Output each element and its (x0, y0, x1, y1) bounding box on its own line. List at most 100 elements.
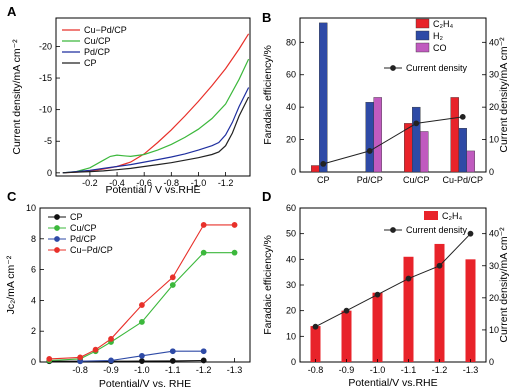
y-tick-label: 40 (286, 102, 296, 112)
current-density-point (374, 291, 381, 298)
series-point-2 (200, 348, 207, 355)
y-tick-label: 10 (26, 203, 36, 213)
y2-tick-label: 30 (489, 261, 499, 271)
legend-marker (390, 65, 396, 71)
bar (372, 292, 383, 362)
legend-marker-1 (54, 225, 60, 231)
y-tick-label: -5 (44, 136, 52, 146)
series-point-0 (139, 358, 145, 364)
y2-tick-label: 10 (489, 135, 499, 145)
y-tick-label: -10 (39, 105, 52, 115)
legend-label: C₂H₄ (442, 211, 462, 221)
x-axis-label: Potential/V vs.RHE (348, 377, 437, 389)
y-tick-label: 50 (286, 229, 296, 239)
series-point-0 (169, 358, 176, 364)
legend-label: Pd/CP (84, 47, 110, 57)
x-axis-label: Potential / V vs.RHE (105, 184, 200, 196)
panel-a: A -0.2 -0.4 -0.6 -0.8 -1.0 -1.2 0 -5 -10 -15 -20 Pot… (7, 4, 251, 196)
y-tick-label: 40 (286, 254, 296, 264)
y-tick-label: 60 (286, 203, 296, 213)
bar (434, 243, 445, 362)
current-density-point (320, 160, 327, 167)
x-tick-label: -1.0 (134, 365, 150, 375)
x-tick-label: -1.2 (432, 365, 448, 375)
y-tick-label: 0 (47, 168, 52, 178)
y-tick-label: 10 (286, 331, 296, 341)
bar-1 (412, 106, 421, 173)
legend-label: Pd/CP (70, 234, 96, 244)
bar-2 (466, 150, 475, 173)
series-point-0 (200, 357, 207, 364)
series-point-3 (200, 222, 207, 228)
x-tick-label: -1.2 (218, 178, 234, 188)
series-point-1 (139, 319, 145, 325)
legend-label: Cu−Pd/CP (84, 25, 127, 35)
y2-tick-label: 0 (489, 357, 494, 367)
series-group (62, 33, 250, 174)
legend-label: CP (84, 58, 97, 68)
series-point-3 (169, 274, 176, 281)
legend-label: C₂H₄ (433, 19, 453, 29)
legend-marker-3 (54, 247, 60, 253)
x-tick-label: -0.2 (82, 178, 98, 188)
current-density-point (366, 148, 373, 154)
y2-tick-label: 20 (489, 293, 499, 303)
y-tick-label: 0 (291, 167, 296, 177)
x-tick-label: -0.9 (339, 365, 355, 375)
bar-1 (458, 128, 467, 173)
series-line-2 (62, 87, 250, 174)
x-tick-label: Cu-Pd/CP (442, 175, 483, 185)
y-tick-label: 6 (31, 265, 36, 275)
series-point-2 (139, 352, 145, 359)
legend-label: CP (70, 212, 83, 222)
series-point-3 (46, 356, 53, 362)
bar-2 (373, 97, 382, 173)
legend-swatch (424, 211, 438, 220)
current-density-point (436, 262, 443, 269)
y-tick-label: -15 (39, 73, 52, 83)
bar-1 (319, 22, 328, 173)
x-tick-label: -1.3 (227, 365, 243, 375)
y-tick-label: 20 (286, 306, 296, 316)
x-tick-label: Cu/CP (403, 175, 430, 185)
x-tick-label: Pd/CP (357, 175, 383, 185)
panel-d: D 0 10 20 30 40 50 60 0 10 20 30 40 -0.8 -0.9 -1.0 -1.1 -… (262, 189, 510, 389)
series-point-1 (169, 282, 176, 288)
panel-letter-d: D (262, 189, 271, 204)
bar-1 (365, 102, 374, 173)
x-tick-label: -1.1 (165, 365, 181, 375)
y2-tick-label: 40 (489, 229, 499, 239)
current-density-point (312, 323, 319, 330)
legend-marker-2 (54, 236, 60, 242)
panel-letter-b: B (262, 10, 271, 25)
x-tick-label: -1.1 (401, 365, 417, 375)
legend-label: Cu/CP (70, 223, 97, 233)
series-point-3 (77, 354, 84, 361)
y2-tick-label: 0 (489, 167, 494, 177)
x-tick-label: -1.3 (463, 365, 479, 375)
current-density-line (315, 233, 471, 328)
current-density-point (413, 120, 420, 127)
bar (465, 259, 476, 362)
x-tick-label: -0.4 (109, 178, 125, 188)
y-tick-label: 60 (286, 70, 296, 80)
bar-0 (450, 97, 459, 173)
y-axis-label: Jᴄ₂/mA cm⁻² (5, 255, 17, 314)
series-point-1 (200, 249, 207, 256)
series-point-1 (231, 249, 238, 256)
x-tick-label: -1.0 (370, 365, 386, 375)
y-axis-label: Faradaic efficiency/% (262, 235, 274, 335)
x-tick-label: -0.8 (164, 178, 180, 188)
y2-tick-label: 20 (489, 102, 499, 112)
series-group (46, 222, 238, 365)
y2-tick-label: 10 (489, 325, 499, 335)
y2-axis-label: Current density/mA cm⁻² (498, 227, 510, 343)
legend-marker (390, 227, 396, 233)
y-axis-label: Current density/mA cm⁻² (11, 39, 23, 155)
series-point-2 (108, 357, 114, 364)
bar-0 (404, 123, 413, 173)
series-line-3 (62, 96, 250, 174)
x-axis-label: Potential/V vs. RHE (99, 378, 191, 390)
current-density-point (467, 230, 474, 237)
